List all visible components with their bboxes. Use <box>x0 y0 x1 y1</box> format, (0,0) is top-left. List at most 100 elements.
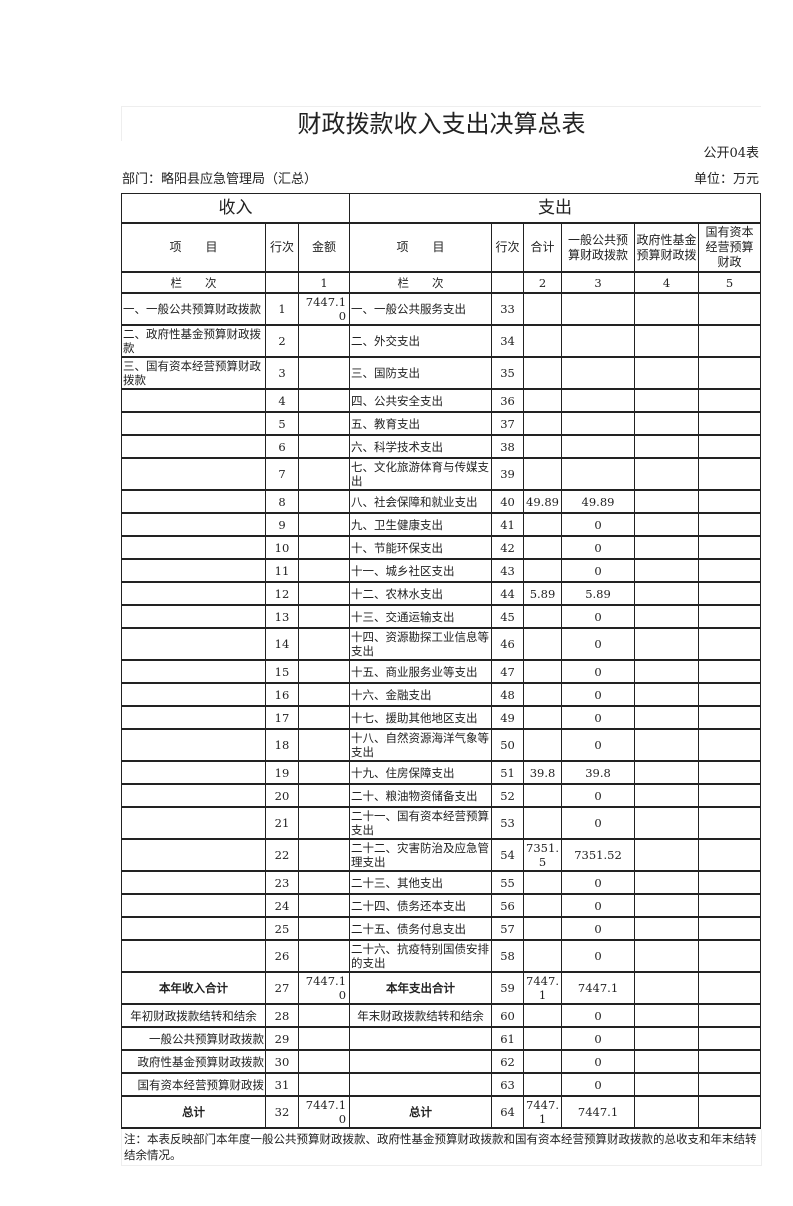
department-label: 部门：略阳县应急管理局（汇总） <box>122 172 318 187</box>
fund-budget-amount <box>634 1049 700 1074</box>
state-capital-amount <box>698 916 762 941</box>
expense-row-no: 64 <box>491 1095 525 1129</box>
table-row: 8 八、社会保障和就业支出 40 49.89 49.89 <box>121 489 762 514</box>
table-row: 政府性基金预算财政拨款 30 62 0 <box>121 1049 762 1074</box>
expense-total <box>523 1072 563 1097</box>
income-item <box>121 916 266 941</box>
expense-total <box>523 388 563 413</box>
expense-total <box>523 558 563 583</box>
expense-row-no: 45 <box>491 604 525 629</box>
expense-row-no: 46 <box>491 627 525 661</box>
income-row-no: 32 <box>265 1095 299 1129</box>
state-capital-amount <box>698 627 762 661</box>
general-budget-amount: 5.89 <box>561 581 636 606</box>
general-budget-amount: 0 <box>561 1026 636 1051</box>
expense-total <box>523 893 563 918</box>
fund-budget-amount <box>634 457 700 491</box>
expense-total <box>523 627 563 661</box>
total-header: 合计 <box>523 222 563 273</box>
fund-budget-amount <box>634 783 700 808</box>
expense-row-no: 41 <box>491 512 525 537</box>
expense-row-no: 44 <box>491 581 525 606</box>
expense-row-no: 33 <box>491 292 525 326</box>
income-item: 本年收入合计 <box>121 971 266 1005</box>
table-row: 9 九、卫生健康支出 41 0 <box>121 512 762 537</box>
table-row: 15 十五、商业服务业等支出 47 0 <box>121 659 762 684</box>
income-item <box>121 939 266 973</box>
table-row: 6 六、科学技术支出 38 <box>121 434 762 459</box>
general-budget-amount: 0 <box>561 1003 636 1028</box>
expense-row-no: 61 <box>491 1026 525 1051</box>
income-item <box>121 434 266 459</box>
income-item <box>121 535 266 560</box>
income-item <box>121 682 266 707</box>
expense-item: 二、外交支出 <box>349 324 493 358</box>
income-row-no: 26 <box>265 939 299 973</box>
income-header: 收入 <box>120 193 351 224</box>
expense-item: 十八、自然资源海洋气象等支出 <box>349 728 493 762</box>
income-amount <box>297 659 351 684</box>
expense-row-no: 47 <box>491 659 525 684</box>
expense-total: 5.89 <box>523 581 563 606</box>
general-budget-amount: 0 <box>561 682 636 707</box>
column-number: 2 <box>523 271 563 294</box>
income-amount <box>297 783 351 808</box>
table-row: 17 十七、援助其他地区支出 49 0 <box>121 705 762 730</box>
general-budget-amount: 0 <box>561 916 636 941</box>
expense-total <box>523 870 563 895</box>
state-capital-amount <box>698 939 762 973</box>
general-budget-amount: 0 <box>561 728 636 762</box>
fund-budget-amount <box>634 627 700 661</box>
expense-row-no: 36 <box>491 388 525 413</box>
expense-item: 二十二、灾害防治及应急管理支出 <box>349 838 493 872</box>
table-row: 21 二十一、国有资本经营预算支出 53 0 <box>121 806 762 840</box>
state-capital-amount <box>698 728 762 762</box>
fund-budget-header: 政府性基金预算财政拨 <box>634 222 700 273</box>
expense-row-no: 38 <box>491 434 525 459</box>
income-item <box>121 489 266 514</box>
fund-budget-amount <box>634 604 700 629</box>
general-budget-header: 一般公共预算财政拨款 <box>561 222 636 273</box>
income-row-no: 7 <box>265 457 299 491</box>
state-capital-amount <box>698 1095 762 1129</box>
income-amount <box>297 893 351 918</box>
income-row-no: 18 <box>265 728 299 762</box>
expense-total <box>523 457 563 491</box>
table-row: 20 二十、粮油物资储备支出 52 0 <box>121 783 762 808</box>
state-capital-amount <box>698 292 762 326</box>
general-budget-amount <box>561 388 636 413</box>
expense-item: 二十一、国有资本经营预算支出 <box>349 806 493 840</box>
income-item: 总计 <box>121 1095 266 1129</box>
expense-item: 二十、粮油物资储备支出 <box>349 783 493 808</box>
income-row-no: 23 <box>265 870 299 895</box>
expense-row-no: 42 <box>491 535 525 560</box>
table-row: 二、政府性基金预算财政拨款 2 二、外交支出 34 <box>121 324 762 358</box>
general-budget-amount <box>561 434 636 459</box>
expense-total: 49.89 <box>523 489 563 514</box>
general-budget-amount: 0 <box>561 1049 636 1074</box>
income-item: 二、政府性基金预算财政拨款 <box>121 324 266 358</box>
income-amount: 7447.10 <box>297 1095 351 1129</box>
income-amount <box>297 682 351 707</box>
general-budget-amount: 0 <box>561 558 636 583</box>
income-amount <box>297 1072 351 1097</box>
income-item <box>121 760 266 785</box>
expense-item: 十九、住房保障支出 <box>349 760 493 785</box>
expense-row-no: 48 <box>491 682 525 707</box>
table-row: 14 十四、资源勘探工业信息等支出 46 0 <box>121 627 762 661</box>
expense-item: 二十六、抗疫特别国债安排的支出 <box>349 939 493 973</box>
column-number: 5 <box>698 271 762 294</box>
expense-total <box>523 1003 563 1028</box>
general-budget-amount: 0 <box>561 659 636 684</box>
income-row-no: 3 <box>265 356 299 390</box>
income-item <box>121 558 266 583</box>
fund-budget-amount <box>634 388 700 413</box>
income-row-no: 9 <box>265 512 299 537</box>
expense-row-no: 59 <box>491 971 525 1005</box>
expense-total <box>523 535 563 560</box>
income-item: 年初财政拨款结转和结余 <box>121 1003 266 1028</box>
blank-cell <box>491 271 525 294</box>
table-section: 收入 支出 项 目 行次 金额 项 目 行次 合计 一般公共预算财政拨款 政府性… <box>120 193 762 1206</box>
state-capital-amount <box>698 1072 762 1097</box>
income-item <box>121 870 266 895</box>
